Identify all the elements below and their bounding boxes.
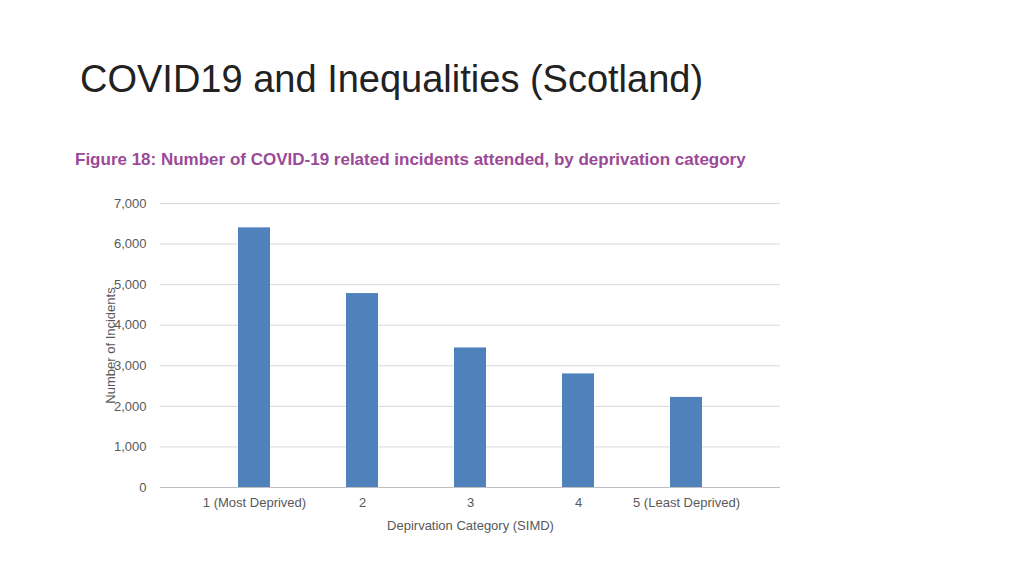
- svg-text:2: 2: [359, 495, 366, 510]
- svg-text:3,000: 3,000: [114, 358, 147, 373]
- html-text:COVID19 and Inequalities (Scot: COVID19 and Inequalities (Scotland): [80, 58, 704, 100]
- svg-text:7,000: 7,000: [114, 196, 147, 211]
- svg-text:6,000: 6,000: [114, 236, 147, 251]
- svg-text:4,000: 4,000: [114, 317, 147, 332]
- svg-text:2,000: 2,000: [114, 399, 147, 414]
- svg-text:5 (Least Deprived): 5 (Least Deprived): [633, 495, 740, 510]
- svg-text:1 (Most Deprived): 1 (Most Deprived): [203, 495, 306, 510]
- svg-text:Number of Incidents: Number of Incidents: [103, 287, 118, 404]
- svg-text:4: 4: [575, 495, 582, 510]
- svg-text:1,000: 1,000: [114, 439, 147, 454]
- svg-text:3: 3: [467, 495, 474, 510]
- svg-text:Depirvation Category (SIMD): Depirvation Category (SIMD): [387, 518, 554, 533]
- svg-text:5,000: 5,000: [114, 277, 147, 292]
- html-text:Figure 18: Number of COVID-19: Figure 18: Number of COVID-19 related in…: [75, 150, 746, 169]
- svg-text:0: 0: [139, 480, 146, 495]
